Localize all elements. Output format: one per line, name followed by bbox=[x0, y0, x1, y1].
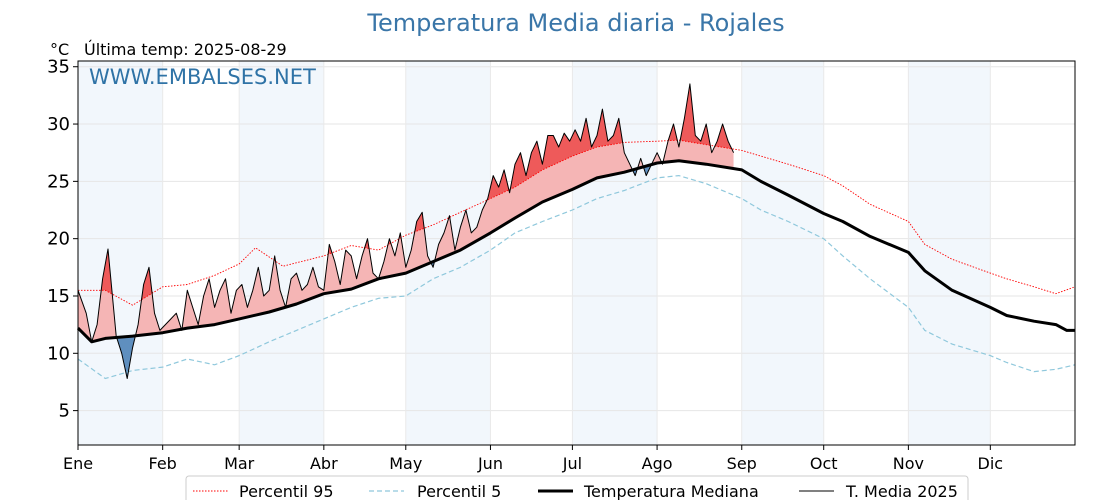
unit-label: °C bbox=[50, 40, 69, 59]
y-tick-label: 20 bbox=[47, 229, 70, 250]
anomaly-fills bbox=[78, 83, 734, 379]
y-tick-label: 30 bbox=[47, 114, 70, 135]
y-tick-label: 10 bbox=[47, 343, 70, 364]
x-axis: Ene Feb Mar Abr May Jun Jul Ago Sep Oct Nov Dic bbox=[63, 445, 1003, 473]
series-temperatura-mediana bbox=[76, 159, 1075, 344]
series-percentil-5 bbox=[77, 174, 1076, 380]
x-tick-label: Oct bbox=[810, 454, 838, 473]
watermark: WWW.EMBALSES.NET bbox=[89, 65, 316, 89]
month-band bbox=[78, 61, 163, 445]
plot-frame bbox=[77, 60, 1076, 446]
x-tick-label: Nov bbox=[893, 454, 924, 473]
x-tick-label: Jun bbox=[477, 454, 503, 473]
above-p95-fill bbox=[101, 83, 733, 301]
x-tick-label: Jul bbox=[562, 454, 582, 473]
legend-label-median: Temperatura Mediana bbox=[583, 482, 759, 500]
last-temp-label: Última temp: 2025-08-29 bbox=[84, 40, 287, 59]
y-tick-label: 15 bbox=[47, 286, 70, 307]
series-lines bbox=[76, 83, 1076, 380]
y-tick-label: 35 bbox=[47, 57, 70, 78]
series-t-media-2025 bbox=[77, 83, 735, 379]
series-percentil-95 bbox=[78, 139, 1076, 306]
x-tick-label: Sep bbox=[727, 454, 757, 473]
month-band bbox=[239, 61, 324, 445]
legend-box bbox=[185, 475, 969, 500]
x-tick-label: May bbox=[389, 454, 422, 473]
month-bands bbox=[78, 61, 991, 445]
x-tick-label: Feb bbox=[149, 454, 177, 473]
legend-label-2025: T. Media 2025 bbox=[845, 482, 958, 500]
chart-title: Temperatura Media diaria - Rojales bbox=[366, 9, 784, 37]
x-tick-label: Ene bbox=[63, 454, 93, 473]
y-axis: 5 10 15 20 25 30 35 bbox=[47, 57, 78, 422]
y-tick-label: 25 bbox=[47, 171, 70, 192]
legend-label-p5: Percentil 5 bbox=[417, 482, 501, 500]
legend: Percentil 95 Percentil 5 Temperatura Med… bbox=[185, 475, 969, 500]
month-band bbox=[908, 61, 991, 445]
month-band bbox=[572, 61, 658, 445]
month-band bbox=[741, 61, 824, 445]
x-tick-label: Abr bbox=[310, 454, 338, 473]
x-tick-label: Mar bbox=[224, 454, 255, 473]
y-tick-label: 5 bbox=[59, 401, 70, 422]
legend-label-p95: Percentil 95 bbox=[239, 482, 334, 500]
x-tick-label: Ago bbox=[642, 454, 673, 473]
x-tick-label: Dic bbox=[978, 454, 1004, 473]
